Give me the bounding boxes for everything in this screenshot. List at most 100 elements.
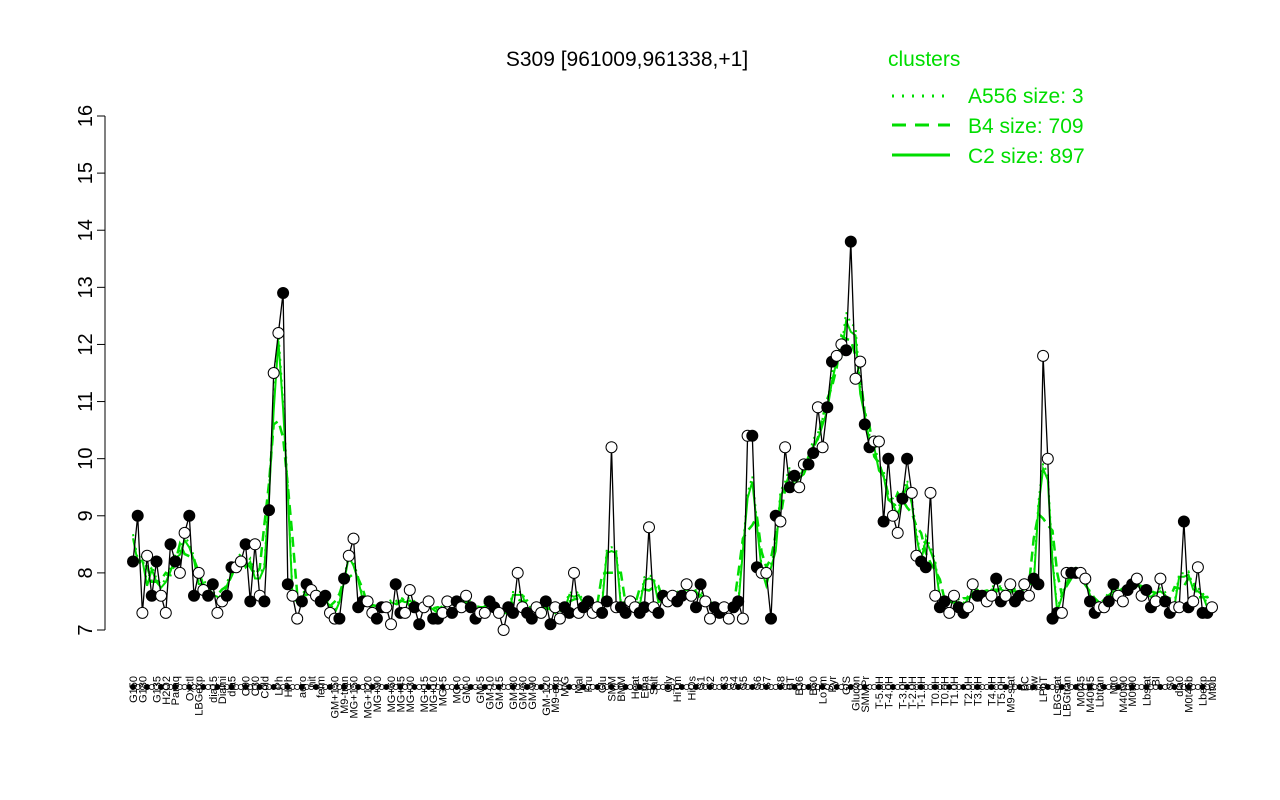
data-point [539, 595, 552, 608]
x-tick-label: MG+150 [349, 676, 361, 719]
data-point [854, 355, 867, 368]
data-point [1004, 578, 1017, 591]
x-tick-label: ferm [316, 676, 328, 698]
x-rug [129, 684, 1216, 691]
data-point [1116, 595, 1129, 608]
x-tick-label: T2.0H [963, 676, 975, 706]
data-point [370, 612, 383, 625]
data-point [948, 589, 960, 602]
data-point [141, 549, 154, 562]
data-point [492, 606, 505, 619]
x-tick-label: SMMPr [860, 676, 872, 713]
x-tick-label: M40t90 [1118, 676, 1130, 713]
data-point [446, 606, 458, 619]
x-tick-label: BI [1151, 676, 1163, 686]
data-point [849, 372, 862, 385]
data-point [422, 595, 435, 608]
data-point [830, 349, 843, 362]
y-tick-label: 13 [75, 276, 97, 298]
y-tick-label: 11 [75, 391, 97, 412]
data-point [188, 589, 200, 602]
data-point [342, 549, 355, 562]
data-point [1191, 561, 1204, 574]
y-tick-label: 7 [75, 624, 97, 635]
legend-title: clusters [888, 48, 960, 71]
x-tick-label: T-4.0H [883, 676, 895, 709]
x-tick-label: dia15 [208, 676, 220, 703]
data-point [291, 612, 304, 625]
x-tick-label: HPh [283, 676, 295, 697]
data-point [680, 578, 693, 591]
data-point [202, 589, 215, 602]
x-tick-label: dia5 [227, 676, 239, 697]
data-point [1130, 572, 1143, 585]
x-tick-label: Mt0 [1109, 676, 1121, 694]
x-tick-label: S2 [705, 676, 717, 689]
x-tick-label: Pyr [827, 676, 839, 693]
x-tick-label: MG+45 [395, 676, 407, 712]
data-point [1023, 589, 1035, 602]
x-tick-label: S1 [696, 676, 708, 689]
data-point [840, 344, 853, 357]
x-tick-label: B60 [808, 676, 820, 696]
data-point [793, 481, 806, 494]
x-tick-label: HiTm [672, 676, 684, 702]
x-tick-label: Etha [639, 675, 651, 699]
data-point [1206, 601, 1218, 614]
data-point [690, 601, 702, 614]
data-point [732, 595, 745, 608]
data-point [319, 589, 332, 602]
data-point [858, 418, 871, 431]
data-point [169, 555, 182, 568]
data-point [685, 589, 698, 602]
data-point [333, 612, 346, 625]
data-point [1107, 578, 1120, 591]
x-tick-label: Fru [583, 676, 595, 693]
x-tick-label: M9-tran [339, 676, 351, 714]
x-tick-label: M0t45 [1076, 676, 1088, 707]
data-point [619, 606, 632, 619]
data-point [281, 578, 294, 591]
x-tick-label: M0t45b [1184, 676, 1196, 713]
x-tick-label: M0t90 [1127, 676, 1139, 707]
data-point [582, 595, 595, 608]
x-tick-label: MG+120 [363, 676, 375, 719]
x-tick-label: MG+10 [428, 676, 440, 712]
data-point [399, 606, 412, 619]
x-tick-label: T1.0H [949, 676, 961, 706]
x-tick-label: S3 [719, 676, 731, 689]
x-tick-label: MG+30 [405, 676, 417, 712]
data-point [295, 595, 308, 608]
data-point [802, 458, 815, 471]
x-tick-label: GM-0 [461, 676, 473, 704]
data-point [1041, 452, 1054, 465]
x-tick-label: MG+5 [438, 676, 450, 706]
data-point [704, 612, 716, 625]
data-point [497, 624, 510, 636]
data-point [389, 578, 402, 591]
data-point [263, 504, 275, 517]
x-tick-label: T3.0H [972, 676, 984, 706]
x-tick-label: LoTm [818, 676, 830, 704]
x-tick-label: T4.0H [987, 676, 999, 706]
rug-mark [1209, 684, 1216, 691]
data-point [403, 584, 416, 596]
data-point [1055, 606, 1068, 619]
x-tick-label: GM-60 [517, 676, 529, 710]
data-point [267, 367, 280, 379]
x-tick-label: MG-0 [452, 676, 464, 704]
y-tick-label: 15 [75, 162, 97, 184]
data-point [206, 578, 219, 591]
data-point [643, 521, 655, 534]
data-point [1084, 595, 1096, 608]
data-point [699, 595, 712, 608]
data-point [844, 235, 857, 248]
data-point [807, 447, 820, 459]
data-point [192, 566, 205, 579]
x-tick-label: T0.5H [940, 676, 952, 706]
x-tick-label: M9-exp [550, 676, 562, 713]
x-tick-label: Sw [1029, 676, 1041, 691]
data-point [413, 618, 426, 631]
